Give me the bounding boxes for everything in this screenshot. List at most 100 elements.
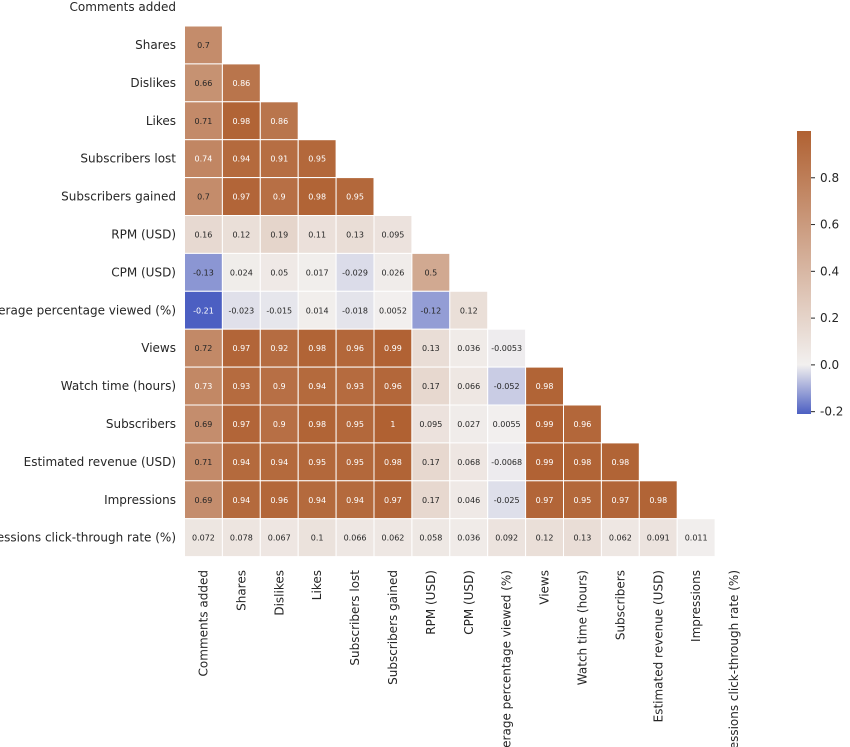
column-label: Views: [538, 570, 552, 605]
heatmap-cell: [221, 139, 261, 179]
cell-value-label: 0.067: [268, 534, 291, 543]
cell-value-label: 0.13: [574, 534, 592, 543]
cell-value-label: 0.036: [457, 534, 480, 543]
row-label: Views: [141, 341, 176, 355]
cell-value-label: 0.96: [270, 496, 288, 505]
heatmap-cell: [184, 290, 223, 330]
cell-value-label: 0.98: [232, 117, 250, 126]
column-label: Shares: [234, 570, 248, 611]
heatmap-cell: [297, 366, 337, 406]
cell-value-label: 0.017: [306, 268, 329, 277]
heatmap-cell: [184, 404, 223, 444]
cell-value-label: 0.97: [384, 496, 402, 505]
heatmap-cell: [563, 480, 602, 520]
cell-value-label: -0.21: [193, 306, 214, 315]
cell-value-label: 0.97: [611, 496, 629, 505]
cell-value-label: -0.023: [228, 306, 254, 315]
heatmap-cell: [221, 518, 261, 558]
heatmap-cell: [487, 328, 527, 368]
cell-value-label: -0.029: [342, 268, 368, 277]
heatmap-cell: [259, 366, 299, 406]
cell-value-label: 1: [390, 420, 395, 429]
cell-value-label: 0.068: [457, 458, 480, 467]
cell-value-label: 0.94: [308, 382, 326, 391]
cell-value-label: 0.024: [230, 268, 253, 277]
cell-value-label: 0.9: [273, 193, 286, 202]
cell-value-label: 0.9: [273, 420, 286, 429]
cell-value-label: 0.026: [381, 268, 404, 277]
cell-value-label: -0.018: [342, 306, 368, 315]
cell-value-label: 0.98: [611, 458, 629, 467]
cell-value-label: 0.7: [197, 193, 210, 202]
cell-value-label: 0.16: [195, 230, 213, 239]
cell-value-label: -0.015: [266, 306, 292, 315]
cell-value-label: 0.94: [346, 496, 364, 505]
heatmap-cell: [221, 215, 261, 254]
heatmap-cell: [335, 518, 375, 558]
heatmap-cell: [335, 480, 375, 520]
heatmap-cell: [638, 480, 678, 520]
heatmap-cell: [449, 442, 489, 482]
cell-value-label: 0.97: [536, 496, 554, 505]
heatmap-cell: [221, 366, 261, 406]
cell-value-label: 0.97: [232, 193, 250, 202]
heatmap-cell: [184, 63, 223, 103]
cell-value-label: 0.98: [308, 193, 326, 202]
heatmap-cell: [184, 215, 223, 254]
heatmap-cell: [297, 404, 337, 444]
cell-value-label: 0.95: [308, 155, 326, 164]
heatmap-cell: [638, 518, 678, 558]
cell-value-label: 0.74: [195, 155, 213, 164]
cell-value-label: 0.13: [422, 344, 440, 353]
heatmap-cell: [373, 480, 413, 520]
heatmap-cell: [184, 328, 223, 368]
column-label: Likes: [310, 570, 324, 600]
heatmap-cell: [184, 252, 223, 292]
cell-value-label: 0.0052: [379, 306, 407, 315]
cell-value-label: 0.066: [457, 382, 480, 391]
heatmap-cell: [525, 442, 564, 482]
column-label: Average percentage viewed (%): [500, 570, 514, 747]
cell-value-label: 0.046: [457, 496, 480, 505]
cell-value-label: 0.93: [232, 382, 250, 391]
cell-value-label: 0.71: [195, 117, 213, 126]
heatmap-cell: [676, 518, 716, 558]
heatmap-cell: [297, 518, 337, 558]
heatmap-cell: [335, 215, 375, 254]
cell-value-label: 0.036: [457, 344, 480, 353]
cell-value-label: 0.99: [384, 344, 402, 353]
row-label: CPM (USD): [111, 265, 176, 279]
heatmap-cell: [221, 442, 261, 482]
heatmap-cell: [487, 442, 527, 482]
column-label: Impressions: [689, 570, 703, 642]
heatmap-cell: [259, 290, 299, 330]
row-labels: Comments added Shares Dislikes Likes Subscri…: [0, 0, 176, 545]
cell-value-label: 0.93: [346, 382, 364, 391]
heatmap-cell: [373, 442, 413, 482]
cell-value-label: 0.0055: [493, 420, 521, 429]
heatmap-cell: [525, 480, 564, 520]
heatmap-cell: [373, 518, 413, 558]
cell-value-label: 0.7: [197, 41, 210, 50]
cell-value-label: 0.17: [422, 496, 440, 505]
heatmap-cell: [449, 366, 489, 406]
cell-value-label: 0.71: [195, 458, 213, 467]
cell-value-label: 0.12: [232, 230, 250, 239]
cell-value-label: -0.13: [193, 268, 214, 277]
cell-value-label: 0.69: [195, 420, 213, 429]
cell-value-label: 0.99: [536, 458, 554, 467]
cell-value-label: 0.1: [311, 534, 324, 543]
heatmap-cell: [297, 215, 337, 254]
colorbar-tick-label: 0.4: [820, 264, 839, 278]
heatmap-cell: [259, 101, 299, 141]
row-label: Subscribers: [106, 417, 176, 431]
cell-value-label: 0.072: [192, 534, 215, 543]
heatmap-cell: [184, 480, 223, 520]
cell-value-label: 0.86: [232, 79, 250, 88]
heatmap-cells: 0.70.66 0.860.71 0.98 0.860.74 0.94 0.91 0.950…: [184, 25, 716, 558]
row-label: Subscribers gained: [61, 190, 176, 204]
cell-value-label: 0.92: [270, 344, 288, 353]
heatmap-cell: [411, 480, 451, 520]
heatmap-cell: [259, 442, 299, 482]
